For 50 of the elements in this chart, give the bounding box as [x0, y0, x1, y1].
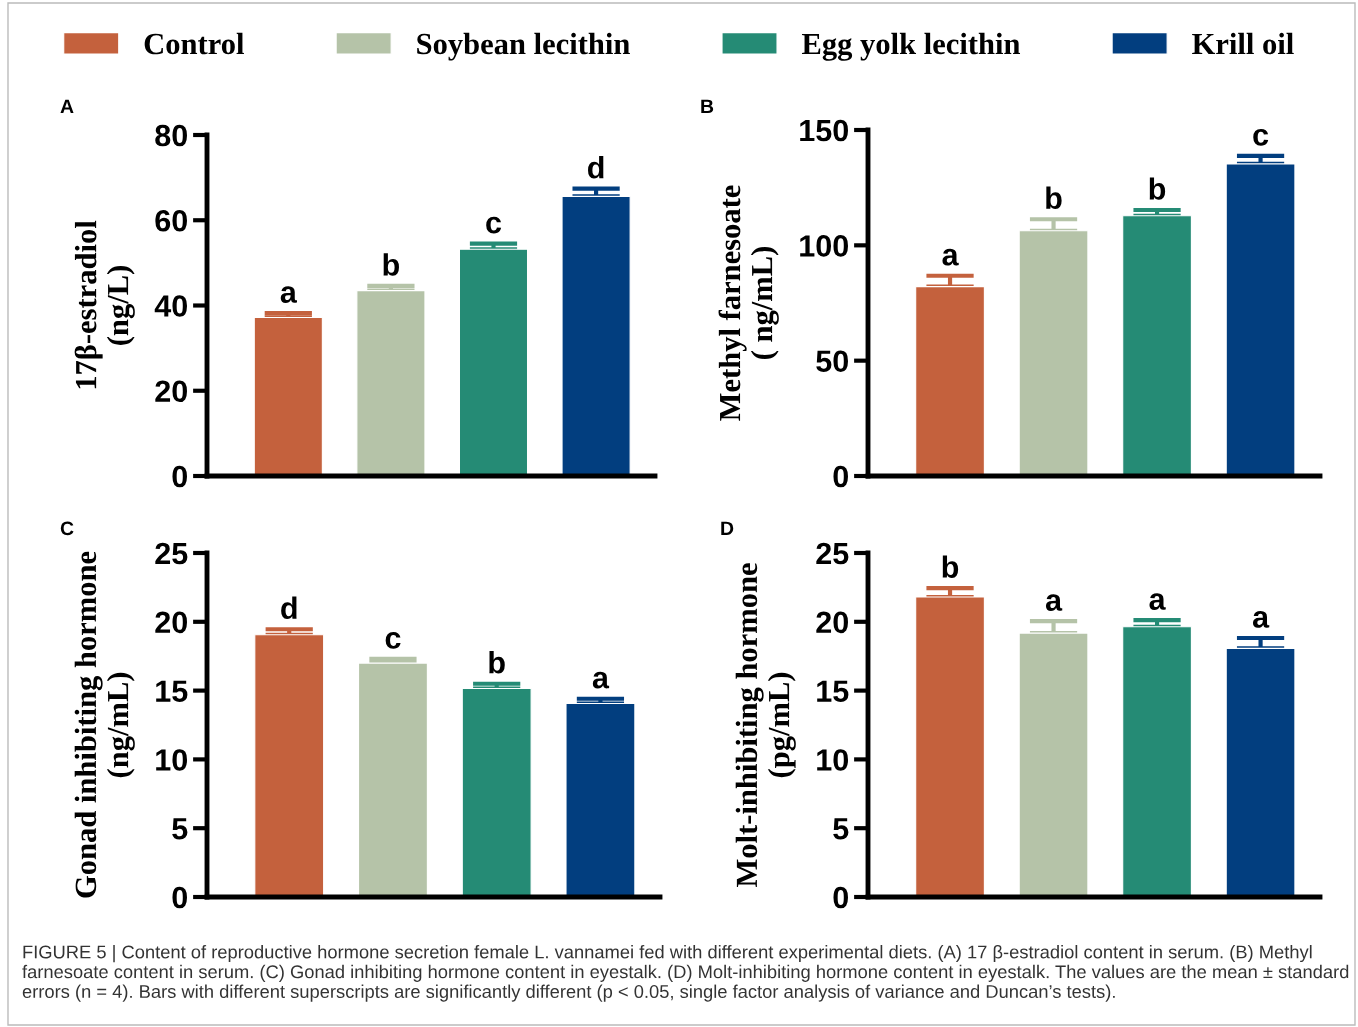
y-tick-label: 20 — [155, 380, 187, 403]
y-tick-label: 5 — [833, 818, 849, 840]
y-tick-label: 0 — [833, 886, 848, 909]
y-tick-label: 10 — [817, 749, 848, 771]
y-tick-label: 25 — [816, 542, 849, 565]
data-label: a — [592, 671, 610, 689]
y-tick-label: 0 — [172, 886, 187, 909]
chart-title: A — [60, 99, 74, 114]
legend-label: Control — [144, 32, 244, 55]
data-label: c — [385, 632, 401, 649]
y-tick-label: 25 — [155, 542, 188, 565]
y-tick-label: 80 — [155, 124, 187, 147]
data-label: a — [1252, 611, 1270, 628]
y-tick-label: 15 — [817, 680, 849, 702]
legend-label: Egg yolk lecithin — [801, 32, 1021, 61]
y-tick-label: 40 — [154, 295, 187, 317]
y-tick-label: 20 — [816, 611, 848, 634]
chart-title: C — [60, 521, 74, 536]
chart-title: D — [721, 521, 734, 536]
data-label: b — [489, 651, 505, 674]
data-label: a — [280, 286, 297, 303]
y-axis-title: 17β-estradiol (ng/L) — [74, 220, 135, 389]
y-tick-label: 15 — [156, 680, 188, 702]
legend-label: Soybean lecithin — [417, 32, 630, 61]
text: B — [701, 99, 714, 114]
y-axis-title: Molt-inhibiting hormone (pg/mL) — [735, 563, 796, 888]
y-tick-label: 150 — [800, 119, 848, 142]
data-label: a — [1149, 593, 1166, 610]
y-tick-label: 0 — [833, 465, 848, 488]
data-label: a — [942, 248, 959, 266]
y-tick-label: 20 — [155, 611, 187, 634]
y-tick-label: 0 — [172, 465, 187, 488]
y-axis-title: Gonad inhibiting hormone (ng/mL) — [74, 551, 135, 898]
data-label: a — [1045, 594, 1063, 611]
data-label: c — [1253, 128, 1269, 146]
data-label: d — [588, 156, 604, 179]
legend-label: Krill oil — [1192, 32, 1294, 55]
data-label: b — [383, 253, 399, 276]
data-label: b — [1149, 177, 1166, 200]
data-label: b — [1046, 186, 1062, 210]
y-tick-label: 50 — [816, 350, 848, 373]
y-tick-label: 10 — [156, 749, 187, 771]
caption: FIGURE 5 | Content of reproductive hormone secretion female L. vannamei fed with different experimental diets. (A) 17 β-estradiol content in serum. (B) Methyl farnesoate content in serum. (C) Gonad inhibiting hormone content in eyestalk. (D) Molt-inhibiting hormone content in eyestalk. The values are the mean ± standard errors (n = 4). Bars with different superscripts are significantly different (p < 0.05, single factor analysis of variance and Duncan’s tests). — [22, 945, 1349, 1002]
y-tick-label: 5 — [172, 818, 188, 840]
data-label: c — [486, 216, 502, 234]
y-tick-label: 100 — [800, 235, 848, 257]
data-label: d — [281, 596, 297, 620]
y-axis-title: Methyl farnesoate ( ng/mL) — [718, 185, 779, 421]
data-label: b — [942, 555, 959, 578]
y-tick-label: 60 — [155, 209, 187, 232]
